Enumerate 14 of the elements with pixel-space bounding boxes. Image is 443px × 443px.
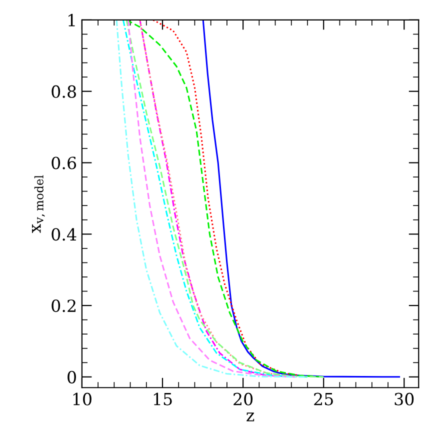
x-axis-title: z	[246, 412, 254, 422]
x-tick-label: 15	[154, 392, 172, 406]
y-tick-label: 1	[68, 14, 75, 26]
x-tick-label: 25	[314, 392, 333, 406]
y-tick-label: 0.4	[52, 228, 76, 241]
x-tick-label: 30	[394, 392, 414, 406]
y-tick-label: 0.2	[52, 299, 76, 312]
y-axis-title: x$_{v,model}$	[32, 175, 45, 233]
x-tick-label: 20	[234, 392, 253, 406]
y-tick-label: 0.8	[52, 85, 76, 98]
y-tick-label: 0	[68, 370, 76, 384]
y-tick-label: 0.6	[52, 156, 76, 170]
line-series	[202, 20, 400, 378]
x-tick-label: 10	[73, 392, 92, 406]
